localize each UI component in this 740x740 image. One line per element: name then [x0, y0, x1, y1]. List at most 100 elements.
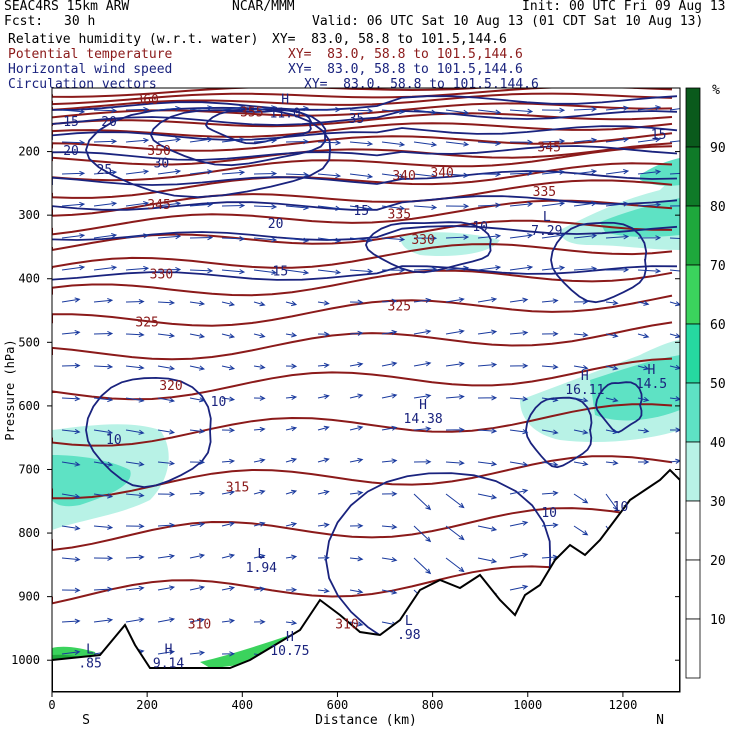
wind-contour [595, 381, 643, 434]
circulation-vector [221, 458, 236, 464]
circulation-vector [349, 299, 364, 305]
colorbar-swatch [685, 559, 701, 620]
circulation-vector [605, 397, 619, 403]
colorbar-swatch [685, 323, 701, 384]
colorbar-swatch [685, 146, 701, 207]
wind-contour [85, 376, 212, 489]
circulation-vector [445, 234, 470, 240]
extremum-marker: H [165, 643, 173, 658]
circulation-vector [541, 265, 566, 271]
circulation-vector [253, 364, 266, 370]
wind-contour-band [52, 110, 678, 126]
wind-speed-label: 20 [268, 217, 284, 232]
circulation-vector [61, 265, 86, 271]
extremum-value: 9.14 [153, 657, 184, 672]
circulation-vector [285, 587, 298, 593]
extremum-marker: H [281, 93, 289, 108]
theta-label: 360 [135, 93, 158, 108]
circulation-vector [605, 137, 630, 143]
circulation-vector [125, 106, 150, 113]
circulation-vector [573, 201, 598, 207]
wind-contours [52, 95, 678, 653]
circulation-vector [381, 141, 406, 147]
circulation-vector [157, 233, 182, 240]
circulation-vector [285, 363, 298, 369]
circulation-vector [93, 107, 118, 114]
circulation-vector [573, 137, 598, 143]
circulation-vector [61, 363, 81, 369]
wind-speed-label: 15 [651, 128, 667, 143]
circulation-vector [61, 396, 81, 402]
circulation-vector [349, 588, 364, 595]
circulation-vector [573, 169, 598, 175]
circulation-vector [221, 553, 236, 559]
circulation-vector [509, 429, 529, 435]
circulation-vectors [61, 105, 680, 671]
circulation-vector [189, 650, 206, 656]
circulation-vector [509, 461, 529, 467]
circulation-vector [413, 525, 432, 543]
circulation-vector [509, 297, 529, 303]
theta-line [52, 179, 673, 217]
circulation-vector [253, 301, 266, 307]
theta-line [52, 357, 673, 401]
x-axis-left-end: S [82, 713, 90, 728]
wind-contour [85, 106, 332, 199]
wind-speed-label: 25 [97, 163, 113, 178]
circulation-vector [285, 554, 298, 560]
circulation-vector [157, 365, 176, 371]
y-tick-label: 900 [18, 590, 40, 604]
circulation-vector [253, 269, 278, 275]
circulation-vector [413, 329, 432, 335]
y-tick-label: 400 [18, 272, 40, 286]
theta-label: 310 [335, 617, 358, 632]
extremum-value: 14.38 [404, 412, 443, 427]
theta-line [52, 142, 673, 166]
circulation-vector [285, 457, 298, 463]
circulation-vector [221, 333, 236, 339]
field-theta-xy: XY= 83.0, 58.8 to 101.5,144.6 [288, 47, 523, 62]
circulation-vector [573, 299, 589, 305]
circulation-vector [349, 556, 364, 562]
colorbar-label: 40 [710, 436, 726, 451]
circulation-vector [573, 461, 589, 467]
circulation-vector [125, 137, 150, 144]
theta-line [52, 507, 673, 552]
circulation-vector [605, 493, 619, 511]
circulation-vector [477, 202, 502, 208]
circulation-vector [381, 425, 398, 431]
circulation-vector [125, 364, 145, 371]
circulation-vector [253, 586, 266, 592]
theta-line [52, 243, 673, 270]
extremum-marker: L [405, 614, 413, 629]
circulation-vector [605, 365, 619, 371]
circulation-vector [509, 584, 529, 591]
circulation-vector [61, 108, 86, 115]
theta-label: 345 [537, 141, 560, 156]
wind-contour [525, 396, 593, 469]
wind-speed-label: 35 [349, 112, 365, 127]
circulation-vector [221, 202, 246, 209]
circulation-vector [157, 266, 182, 273]
extremum-marker: H [419, 398, 427, 413]
y-tick-label: 700 [18, 462, 40, 476]
wind-contour-band [52, 125, 678, 141]
wind-speed-label: 15 [273, 265, 289, 280]
circulation-vector [477, 329, 498, 335]
circulation-vector [317, 205, 342, 211]
circulation-vector [445, 297, 465, 303]
theta-line [52, 162, 673, 199]
circulation-vector [61, 428, 81, 435]
colorbar-swatch [685, 618, 701, 679]
circulation-vector [221, 169, 246, 176]
extrema-labels: H14.38H16.11H14.5H11.0L1.94L7.29H9.14L.8… [78, 93, 667, 672]
circulation-vector [317, 140, 342, 146]
wind-speed-label: 20 [101, 115, 117, 130]
wind-contour [550, 221, 648, 304]
circulation-vector [157, 105, 182, 112]
circulation-vector [317, 457, 330, 463]
circulation-vector [285, 237, 310, 243]
circulation-vector [157, 137, 182, 143]
extremum-value: 11.0 [269, 107, 300, 122]
circulation-vector [253, 458, 266, 464]
